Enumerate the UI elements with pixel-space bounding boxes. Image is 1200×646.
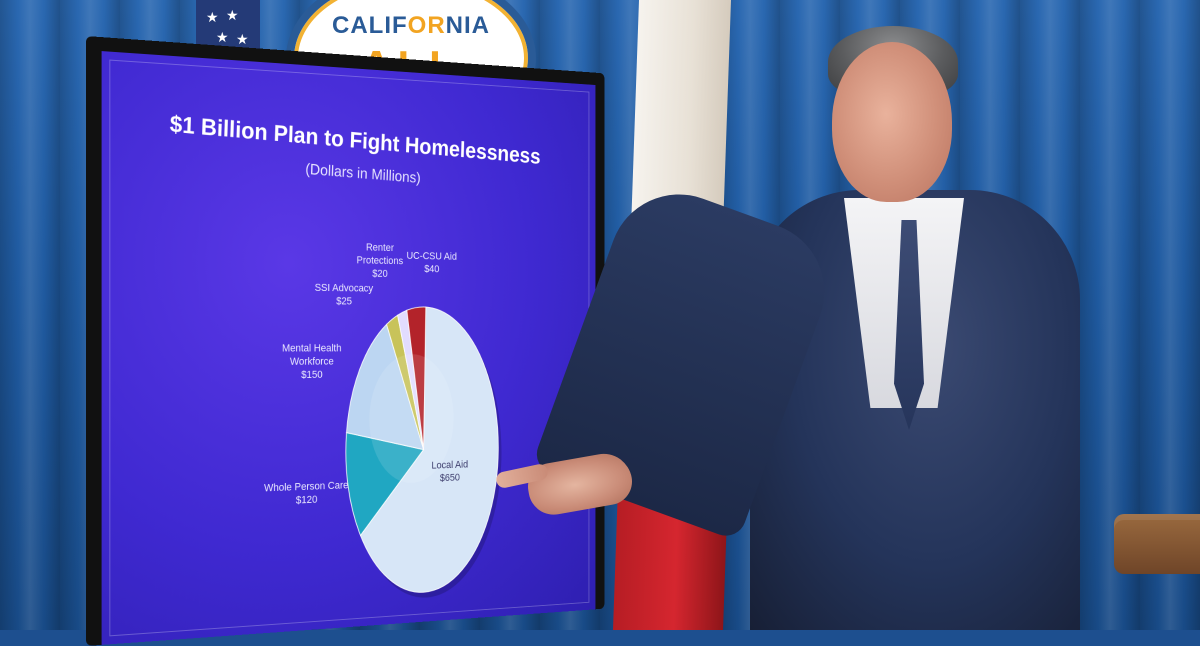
label-ssi-amount: $25 (305, 295, 383, 309)
flag-star: ★ (226, 8, 239, 22)
label-local-aid-amount: $650 (413, 470, 487, 485)
label-whole-person-name: Whole Person Care (264, 480, 348, 494)
label-mental-health: Mental Health Workforce $150 (266, 342, 357, 382)
label-renter: Renter Protections $20 (348, 241, 411, 281)
label-local-aid-name: Local Aid (432, 459, 468, 471)
label-ssi: SSI Advocacy $25 (305, 281, 383, 308)
tv-monitor: $1 Billion Plan to Fight Homelessness (D… (86, 36, 604, 646)
logo-text-right: NIA (446, 12, 490, 39)
label-renter-name: Renter Protections (357, 242, 404, 267)
flag-star: ★ (216, 30, 229, 44)
pie-chart (335, 301, 509, 604)
speaker (600, 0, 1200, 630)
flag-star: ★ (206, 10, 219, 24)
slide-screen: $1 Billion Plan to Fight Homelessness (D… (102, 51, 596, 645)
logo-wordmark: CALIFORNIA (294, 12, 528, 40)
flag-star: ★ (236, 32, 249, 46)
label-local-aid: Local Aid $650 (413, 458, 487, 486)
pie-chart-svg (335, 301, 509, 604)
label-uccsu-name: UC-CSU Aid (406, 250, 456, 262)
logo-text-left: CALIF (332, 12, 408, 39)
label-renter-amount: $20 (348, 267, 411, 281)
logo-text-accent: OR (408, 12, 446, 39)
label-mental-health-name: Mental Health Workforce (282, 343, 341, 368)
label-whole-person: Whole Person Care $120 (260, 479, 351, 509)
podium (1114, 514, 1200, 574)
speaker-head (832, 42, 952, 202)
label-ssi-name: SSI Advocacy (315, 282, 374, 294)
label-mental-health-amount: $150 (266, 368, 357, 382)
